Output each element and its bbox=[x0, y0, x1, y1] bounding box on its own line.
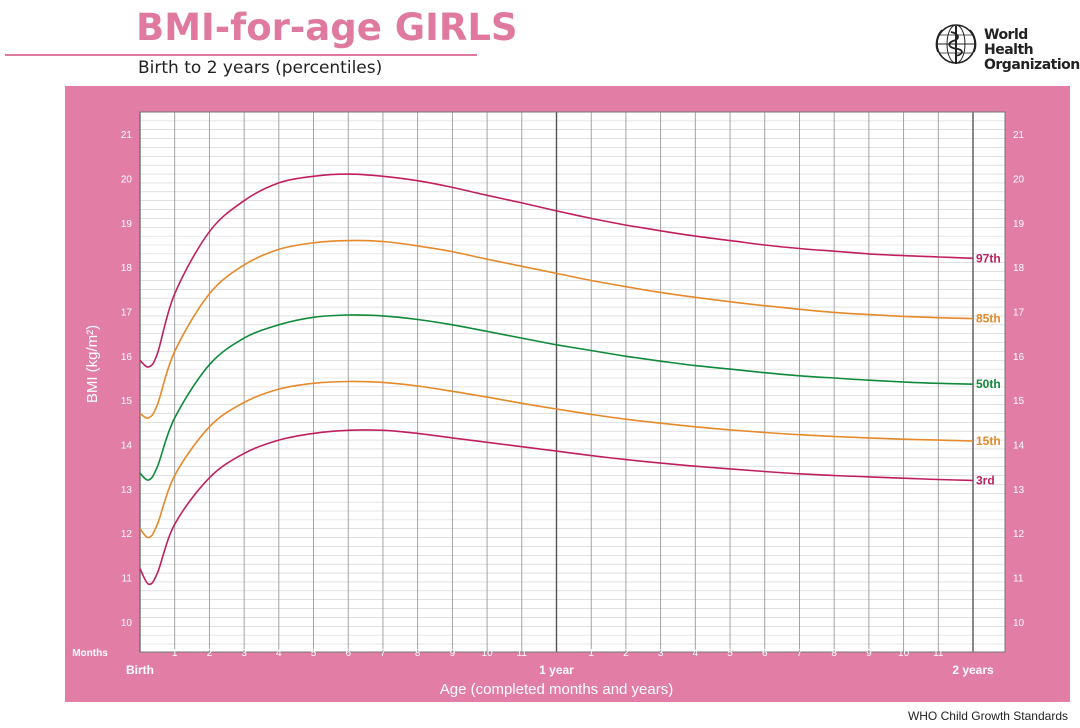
x-tick-label-month: 7 bbox=[797, 648, 803, 659]
y-axis-label: BMI (kg/m²) bbox=[84, 325, 101, 403]
y-tick-label-right: 17 bbox=[1013, 308, 1025, 319]
x-tick-label-month: 3 bbox=[241, 648, 247, 659]
series-line-3rd bbox=[139, 429, 974, 586]
title-underline bbox=[5, 54, 477, 56]
x-tick-label-month: 3 bbox=[658, 648, 664, 659]
source-note: WHO Child Growth Standards bbox=[907, 709, 1068, 723]
y-tick-label-right: 19 bbox=[1013, 219, 1025, 230]
x-tick-label-month: 1 bbox=[588, 648, 594, 659]
y-tick-label-left: 21 bbox=[121, 130, 133, 141]
y-tick-label-right: 20 bbox=[1013, 175, 1025, 186]
x-tick-label-year: 1 year bbox=[539, 663, 574, 677]
y-tick-label-left: 10 bbox=[121, 618, 133, 629]
series-label-97th: 97th bbox=[976, 251, 1001, 265]
who-emblem-icon bbox=[935, 24, 977, 64]
plot-area bbox=[140, 112, 1005, 652]
x-tick-label-month: 7 bbox=[380, 648, 386, 659]
organization-name: World Health Organization bbox=[984, 27, 1080, 73]
x-tick-label-month: 6 bbox=[345, 648, 351, 659]
x-tick-label-month: 10 bbox=[482, 648, 494, 659]
y-tick-label-left: 19 bbox=[121, 219, 133, 230]
y-tick-label-right: 18 bbox=[1013, 263, 1025, 274]
x-tick-label-month: 1 bbox=[172, 648, 178, 659]
y-tick-label-right: 12 bbox=[1013, 529, 1025, 540]
y-tick-label-left: 14 bbox=[121, 441, 133, 452]
series-line-50th bbox=[139, 314, 974, 481]
x-axis-label: Age (completed months and years) bbox=[440, 681, 673, 698]
x-tick-label-month: 9 bbox=[450, 648, 456, 659]
y-tick-label-right: 14 bbox=[1013, 441, 1025, 452]
series-label-85th: 85th bbox=[976, 312, 1001, 326]
series-label-50th: 50th bbox=[976, 377, 1001, 391]
chart-title: BMI-for-age GIRLS bbox=[136, 6, 518, 49]
y-tick-label-left: 12 bbox=[121, 529, 133, 540]
who-logo: World Health Organization bbox=[934, 22, 1080, 73]
x-tick-label-month: 11 bbox=[517, 648, 528, 659]
x-tick-label-month: 5 bbox=[311, 648, 317, 659]
y-tick-label-right: 21 bbox=[1013, 130, 1025, 141]
y-tick-label-right: 11 bbox=[1013, 574, 1024, 585]
y-tick-label-right: 16 bbox=[1013, 352, 1025, 363]
x-tick-label-year: Birth bbox=[126, 663, 154, 677]
x-tick-label-month: 5 bbox=[727, 648, 733, 659]
plot-border bbox=[139, 111, 1006, 653]
series-line-15th bbox=[139, 380, 974, 539]
x-tick-label-month: 8 bbox=[831, 648, 837, 659]
series-label-15th: 15th bbox=[976, 434, 1001, 448]
x-tick-label-month: 4 bbox=[276, 648, 282, 659]
x-tick-label-month: 10 bbox=[898, 648, 910, 659]
chart-subtitle: Birth to 2 years (percentiles) bbox=[138, 58, 383, 78]
y-tick-label-left: 17 bbox=[121, 308, 133, 319]
x-tick-label-month: 11 bbox=[933, 648, 944, 659]
y-tick-label-right: 13 bbox=[1013, 485, 1025, 496]
x-tick-label-month: 6 bbox=[762, 648, 768, 659]
chart-panel: 10 10 11 11 12 12 13 13 14 14 15 15 16 16 17 17 18 18 19 19… bbox=[65, 86, 1070, 702]
y-tick-label-left: 16 bbox=[121, 352, 133, 363]
x-tick-label-year: 2 years bbox=[952, 663, 994, 677]
x-tick-label-month: 8 bbox=[415, 648, 421, 659]
series-line-85th bbox=[139, 239, 974, 419]
y-tick-label-left: 18 bbox=[121, 263, 133, 274]
y-tick-label-right: 15 bbox=[1013, 396, 1025, 407]
x-tick-label-month: 9 bbox=[866, 648, 872, 659]
x-tick-label-month: 2 bbox=[623, 648, 629, 659]
series-label-3rd: 3rd bbox=[976, 473, 995, 487]
x-tick-label-month: 4 bbox=[693, 648, 699, 659]
y-tick-label-left: 15 bbox=[121, 396, 133, 407]
series-line-97th bbox=[139, 173, 974, 368]
y-tick-label-left: 20 bbox=[121, 175, 133, 186]
y-tick-label-left: 13 bbox=[121, 485, 133, 496]
y-tick-label-right: 10 bbox=[1013, 618, 1025, 629]
x-tick-title: Months bbox=[72, 648, 108, 659]
y-tick-label-left: 11 bbox=[122, 574, 133, 585]
x-tick-label-month: 2 bbox=[207, 648, 213, 659]
